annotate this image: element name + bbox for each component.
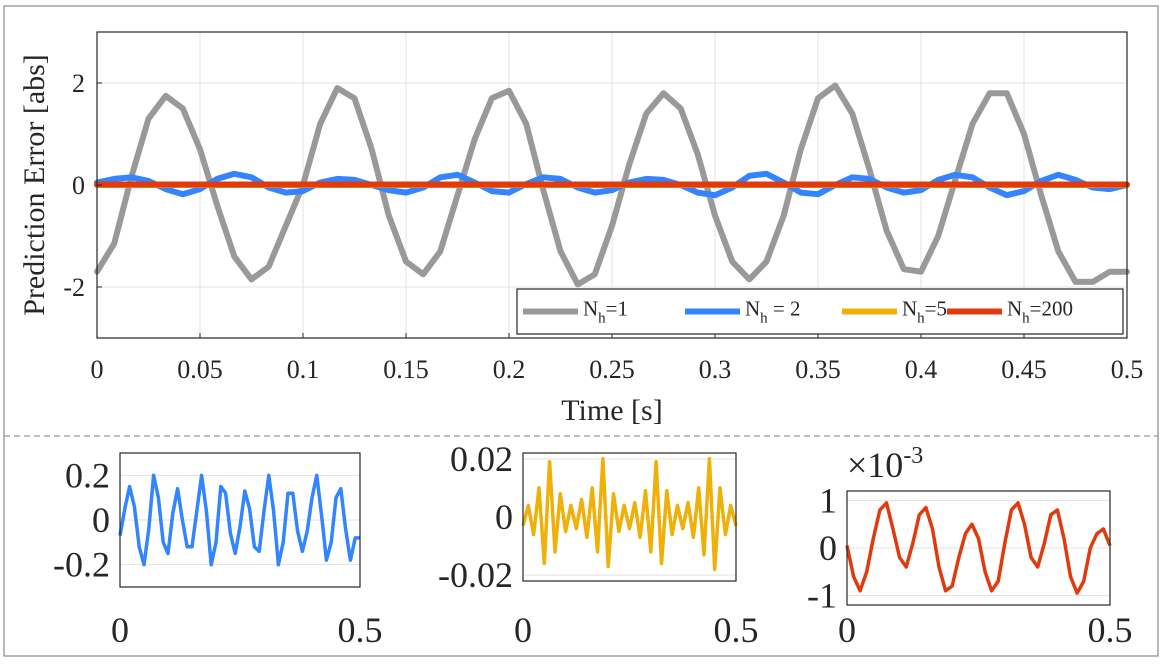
detail-series-line <box>521 457 738 572</box>
main-chart: 0 0.05 0.1 0.15 0.2 0.25 0.3 0.35 0.4 0.45 0.5 -2 0… <box>18 31 1144 427</box>
detail-chart-nh2: -0.200.20 0.5 <box>53 452 383 650</box>
legend-label-1: Nh=1 <box>583 297 628 327</box>
legend: Nh=1 Nh = 2 Nh=5 Nh=200 <box>516 288 1124 335</box>
x-tick-label: 0.15 <box>383 355 429 384</box>
detail-series-line <box>845 501 1112 595</box>
x-tick-label: 0.25 <box>589 355 635 384</box>
detail-y-tick-label: -0.2 <box>53 545 110 585</box>
legend-label-2: Nh = 2 <box>745 297 801 327</box>
detail-x-tick-label: 0 <box>514 610 532 650</box>
detail-y-tick-label: -1 <box>807 576 837 616</box>
x-tick-label: 0.35 <box>795 355 841 384</box>
detail-y-tick-label: 0.02 <box>450 439 513 479</box>
series-line-1 <box>94 82 1130 288</box>
detail-x-tick-label: 0.5 <box>1088 610 1133 650</box>
x-tick-label: 0.3 <box>699 355 732 384</box>
detail-y-tick-label: 1 <box>819 481 837 521</box>
detail-x-tick-label: 0 <box>111 610 129 650</box>
detail-x-tick-label: 0.5 <box>714 610 759 650</box>
legend-box <box>516 288 1124 335</box>
legend-label-4: Nh=200 <box>1007 297 1073 327</box>
detail-axes-box <box>119 452 361 588</box>
detail-axes-box <box>522 452 737 582</box>
detail-x-tick-label: 0.5 <box>338 610 383 650</box>
y-tick-label: 0 <box>72 171 85 200</box>
main-y-ticks: -2 0 2 <box>63 69 102 302</box>
detail-y-tick-label: 0 <box>92 500 110 540</box>
detail-y-tick-label: 0 <box>819 528 837 568</box>
detail-series-line <box>118 473 360 567</box>
detail-y-tick-label: 0 <box>495 497 513 537</box>
x-tick-label: 0.5 <box>1111 355 1144 384</box>
x-tick-label: 0.1 <box>287 355 320 384</box>
x-tick-label: 0 <box>91 355 104 384</box>
main-x-ticks: 0 0.05 0.1 0.15 0.2 0.25 0.3 0.35 0.4 0.45 0.5 <box>91 333 1144 384</box>
y-tick-label: -2 <box>63 273 85 302</box>
x-tick-label: 0.2 <box>493 355 526 384</box>
main-series <box>94 82 1130 288</box>
x-tick-label: 0.05 <box>177 355 223 384</box>
y-axis-title: Prediction Error [abs] <box>18 54 51 316</box>
detail-axes-box <box>846 490 1111 606</box>
detail-y-tick-label: 0.2 <box>65 455 110 495</box>
x-tick-label: 0.4 <box>905 355 938 384</box>
y-tick-label: 2 <box>72 69 85 98</box>
detail-exponent-label: ×10-3 <box>847 443 923 485</box>
detail-y-tick-label: -0.02 <box>438 555 513 595</box>
legend-label-3: Nh=5 <box>902 297 947 327</box>
x-axis-title: Time [s] <box>561 394 662 427</box>
x-tick-label: 0.45 <box>1001 355 1047 384</box>
detail-x-tick-label: 0 <box>838 610 856 650</box>
